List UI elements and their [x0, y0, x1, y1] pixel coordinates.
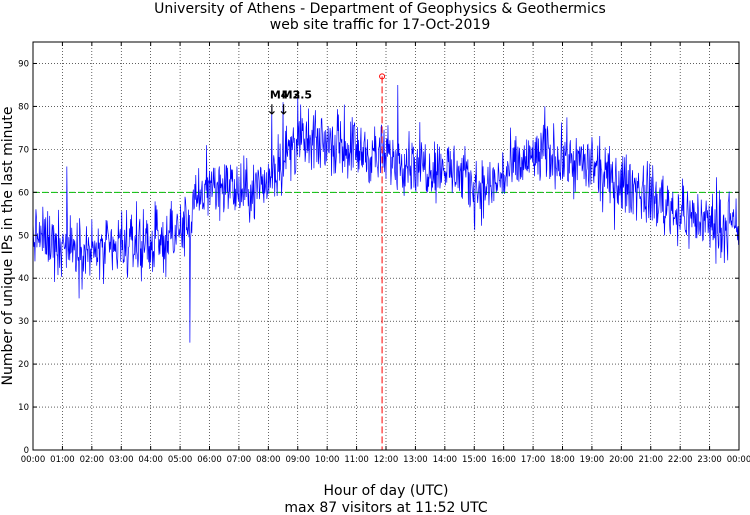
x-tick-label: 16:00: [491, 455, 516, 465]
y-tick-label: 70: [18, 145, 29, 155]
chart-title: University of Athens - Department of Geo…: [154, 1, 606, 17]
max-marker-group: [379, 73, 386, 450]
x-axis-label: Hour of day (UTC): [324, 483, 449, 499]
y-axis-label: Number of unique IPs in the last minute: [0, 107, 16, 386]
y-tick-label: 50: [18, 231, 29, 241]
x-tick-label: 00:00: [727, 455, 750, 465]
x-tick-label: 07:00: [227, 455, 252, 465]
x-tick-label: 05:00: [168, 455, 193, 465]
y-tick-label: 80: [18, 102, 29, 112]
x-tick-label: 19:00: [580, 455, 605, 465]
max-marker-point: [379, 73, 386, 80]
x-tick-label: 12:00: [374, 455, 399, 465]
y-tick-label: 30: [18, 317, 29, 327]
annotation-arrow: ↓: [278, 102, 290, 118]
x-tick-label: 13:00: [403, 455, 428, 465]
y-tick-label: 10: [18, 403, 29, 413]
x-tick-label: 21:00: [639, 455, 664, 465]
x-tick-label: 11:00: [344, 455, 369, 465]
annotations-group: M4.3↓M2.5↓: [266, 88, 312, 118]
annotation-label: M2.5: [282, 88, 312, 101]
y-tick-label: 60: [18, 188, 29, 198]
x-tick-label: 10:00: [315, 455, 340, 465]
x-tick-label: 22:00: [668, 455, 693, 465]
series-group: [32, 84, 739, 343]
annotation-arrow: ↓: [266, 102, 278, 118]
x-tick-label: 04:00: [138, 455, 163, 465]
x-tick-label: 14:00: [433, 455, 458, 465]
x-tick-label: 18:00: [550, 455, 575, 465]
annotation-label: M4.3: [270, 88, 300, 101]
x-tick-label: 20:00: [609, 455, 634, 465]
x-tick-label: 09:00: [286, 455, 311, 465]
x-tick-label: 17:00: [521, 455, 546, 465]
y-tick-label: 20: [18, 360, 29, 370]
y-tick-label: 40: [18, 274, 29, 284]
x-tick-label: 00:00: [21, 455, 46, 465]
x-tick-label: 01:00: [50, 455, 75, 465]
y-ticks-group: 0 10 20 30 40 50 60 70 80 90: [18, 59, 739, 456]
chart-subtitle: web site traffic for 17-Oct-2019: [270, 17, 491, 33]
x-tick-label: 06:00: [197, 455, 222, 465]
y-tick-label: 90: [18, 59, 29, 69]
x-tick-label: 03:00: [109, 455, 134, 465]
x-ticks-group: 00:00 01:00 02:00 03:00 04:00 05:00 06:00 07:00…: [21, 42, 750, 465]
y-tick-label: 0: [24, 446, 29, 456]
x-tick-label: 15:00: [462, 455, 487, 465]
series-line: [32, 84, 739, 343]
x-axis-sublabel: max 87 visitors at 11:52 UTC: [284, 500, 487, 515]
x-tick-label: 02:00: [80, 455, 105, 465]
x-tick-label: 23:00: [697, 455, 722, 465]
grid-lines: [33, 42, 739, 450]
x-tick-label: 08:00: [256, 455, 281, 465]
